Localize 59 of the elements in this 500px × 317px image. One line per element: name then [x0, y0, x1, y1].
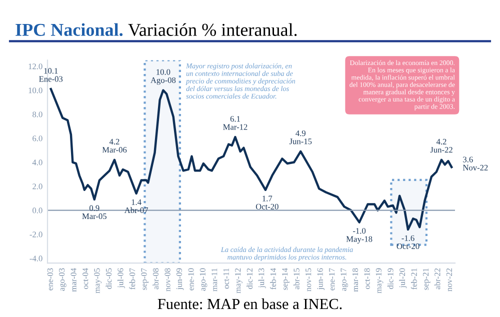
x-tick-label: mar-04: [70, 268, 76, 292]
x-tick-label: dic-19: [387, 268, 394, 289]
x-tick-label: sep-14: [282, 268, 290, 290]
x-tick-label: jul-06: [117, 268, 125, 288]
x-tick-label: mar-11: [212, 268, 218, 292]
annotation: -1.6 Oct-20: [396, 235, 420, 250]
x-tick-label: ene-03: [47, 268, 53, 290]
annotation: 4.9 Jun-15: [289, 130, 312, 144]
x-tick-label: ene-10: [188, 268, 194, 290]
x-tick-label: jun-09: [176, 268, 184, 290]
chart-subtitle: Variación % interanual.: [128, 23, 297, 36]
x-tick-label: nov-15: [306, 268, 312, 292]
y-tick-label: -4.0: [30, 256, 42, 262]
x-tick-label: nov-08: [164, 268, 170, 292]
x-tick-label: oct-11: [223, 268, 229, 289]
annotation: 10.0 Ago-08: [150, 69, 176, 85]
x-tick-label: may-05: [94, 268, 102, 294]
x-tick-label: nov-22: [446, 268, 452, 292]
annotation: 4.2 Jun-22: [430, 138, 452, 153]
x-tick-label: oct-18: [364, 268, 370, 289]
x-tick-label: dic-05: [106, 268, 112, 289]
x-tick-label: may-12: [235, 268, 242, 294]
x-tick-label: oct-04: [82, 268, 88, 289]
x-tick-label: feb-14: [270, 268, 276, 290]
y-tick-label: 0.0: [32, 208, 42, 214]
y-tick-label: -2.0: [30, 232, 42, 238]
x-tick-label: feb-07: [129, 268, 136, 290]
annotation: 6.1 Mar-12: [223, 116, 248, 130]
y-tick-label: 4.0: [32, 160, 42, 166]
y-tick-label: 6.0: [32, 136, 42, 142]
chart-title: IPC Nacional.: [16, 23, 123, 36]
x-tick-label: mar-18: [352, 268, 358, 292]
annotation: -1.0 May-18: [346, 228, 372, 244]
x-tick-label: sep-07: [141, 268, 149, 290]
x-tick-label: abr-22: [434, 268, 440, 290]
x-tick-label: sep-21: [422, 268, 430, 290]
x-tick-label: may-19: [376, 268, 384, 294]
annotation: 1.4 Abr-07: [124, 199, 148, 214]
x-tick-label: abr-15: [294, 268, 300, 290]
annotation: 1.7 Oct-20: [256, 196, 278, 210]
annotation: 0.9 Mar-05: [82, 205, 106, 220]
y-tick-label: 10.0: [28, 88, 42, 94]
annotation: 10.1 Ene-03: [39, 68, 63, 82]
x-tick-label: jul-20: [399, 268, 407, 288]
source-note: Fuente: MAP en base a INEC.: [158, 298, 342, 310]
x-tick-label: abr-08: [152, 268, 159, 290]
x-tick-label: jul-13: [258, 268, 266, 288]
x-tick-label: ago-03: [58, 268, 66, 291]
x-tick-label: dic-12: [246, 268, 252, 289]
x-tick-label: jun-16: [317, 268, 325, 290]
annotation: 3.6 Nov-22: [462, 156, 488, 170]
y-tick-label: 12.0: [28, 64, 42, 70]
y-tick-label: 2.0: [32, 184, 42, 190]
x-tick-label: ago-10: [200, 268, 208, 291]
y-tick-label: 8.0: [32, 112, 42, 118]
annotation: 4.2 Mar-06: [102, 138, 127, 153]
x-tick-label: ago-17: [340, 268, 348, 291]
x-tick-label: ene-17: [329, 268, 335, 290]
x-tick-label: feb-21: [410, 268, 417, 290]
